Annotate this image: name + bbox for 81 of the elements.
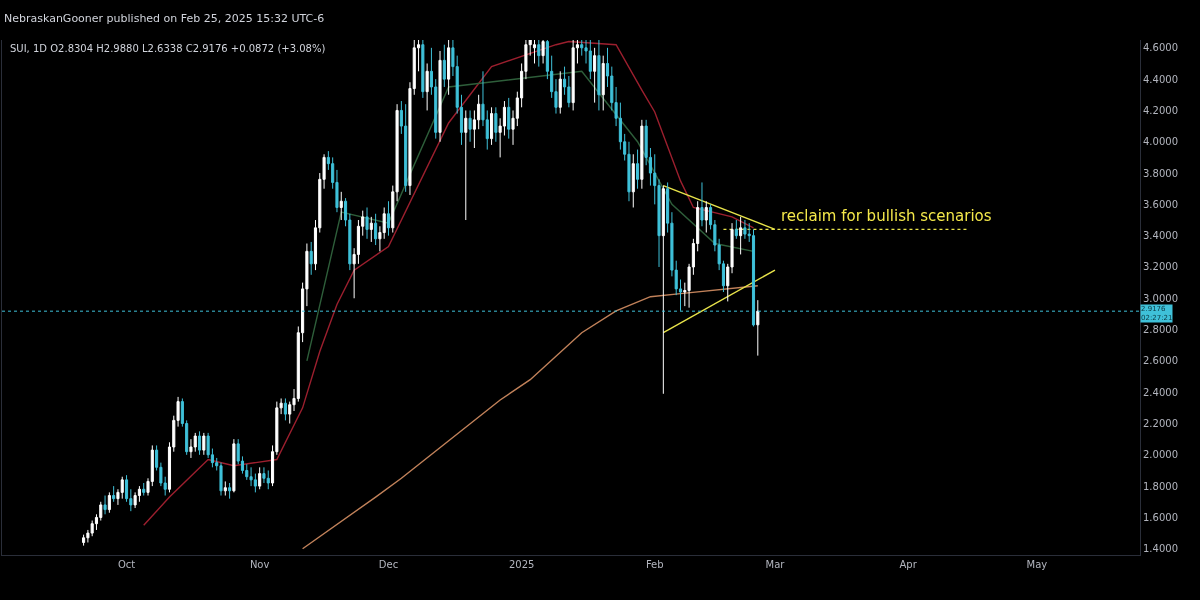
candlestick	[223, 480, 227, 497]
candlestick	[112, 485, 116, 503]
x-tick-label: Feb	[645, 559, 664, 570]
candlestick	[258, 466, 262, 490]
candlestick	[197, 430, 202, 456]
candlestick	[339, 191, 343, 221]
y-tick-label: 2.4000	[1143, 386, 1178, 398]
x-tick-label: May	[1026, 559, 1048, 570]
y-tick-label: 4.0000	[1143, 136, 1178, 148]
candlestick	[636, 149, 640, 190]
candlestick	[507, 97, 511, 140]
candlestick	[464, 109, 468, 221]
x-tick-label: Mar	[765, 559, 786, 570]
candlestick	[228, 482, 232, 500]
candlestick	[541, 40, 545, 64]
y-tick-label: 4.2000	[1143, 104, 1178, 116]
annotation: reclaim for bullish scenarios	[781, 207, 992, 225]
line-series	[306, 70, 755, 362]
x-tick-label: 2025	[508, 559, 535, 570]
candlestick	[266, 469, 270, 490]
candlestick	[661, 185, 665, 395]
candlestick	[202, 432, 206, 456]
candlestick	[537, 40, 541, 68]
candlestick	[107, 491, 111, 514]
candlestick	[447, 40, 451, 96]
candlestick	[593, 47, 597, 104]
chart-title: SUI, 1D O2.8304 H2.9880 L2.6338 C2.9176 +0.0872 (+3.08%)	[10, 43, 326, 54]
y-tick-label: 1.4000	[1143, 543, 1178, 555]
candlestick	[369, 216, 373, 243]
x-tick-label: Dec	[378, 559, 399, 570]
candlestick	[219, 462, 223, 497]
y-tick-label: 3.8000	[1143, 167, 1178, 179]
y-tick-label: 2.8000	[1143, 324, 1178, 336]
candlestick	[532, 40, 537, 64]
candlestick	[631, 153, 635, 208]
candlestick	[283, 397, 287, 421]
candlestick	[232, 438, 236, 493]
candlestick	[442, 44, 446, 88]
x-tick-label: Nov	[249, 559, 270, 570]
candlestick	[597, 40, 601, 111]
candlestick	[425, 62, 429, 111]
candlestick	[82, 534, 86, 547]
candlestick	[700, 181, 704, 227]
y-tick-label: 2.0000	[1143, 449, 1178, 461]
y-tick-label: 2.2000	[1143, 418, 1178, 430]
x-tick-label: Apr	[899, 559, 918, 570]
candlestick	[704, 200, 708, 234]
candlestick	[494, 106, 498, 143]
candlestick	[365, 206, 369, 240]
candlestick	[142, 482, 146, 497]
y-tick-label: 3.4000	[1143, 230, 1178, 242]
candlestick	[386, 200, 391, 237]
candlestick	[374, 213, 378, 246]
y-tick-label: 3.6000	[1143, 198, 1178, 210]
line-series	[143, 40, 755, 526]
y-tick-label: 4.4000	[1143, 73, 1178, 85]
y-tick-label: 3.2000	[1143, 261, 1178, 273]
y-tick-label: 3.0000	[1143, 292, 1178, 304]
candlestick	[490, 106, 494, 146]
candlestick	[640, 119, 644, 190]
y-tick-label: 1.6000	[1143, 511, 1178, 523]
candlestick	[734, 219, 738, 240]
x-tick-label: Oct	[117, 559, 136, 570]
line-series	[301, 285, 759, 550]
candlestick	[468, 109, 472, 143]
candlestick	[739, 216, 743, 255]
candlestick	[558, 70, 562, 115]
y-tick-label: 2.6000	[1143, 355, 1178, 367]
y-tick-label: 4.6000	[1143, 42, 1178, 54]
candlestick	[309, 241, 313, 276]
candlestick	[571, 40, 575, 111]
candlestick	[743, 219, 747, 240]
candlestick	[438, 50, 442, 143]
candlestick	[404, 103, 408, 193]
y-tick-label: 1.8000	[1143, 480, 1178, 492]
candlestick	[588, 40, 592, 80]
candlestick	[601, 55, 605, 111]
candlestick	[756, 299, 760, 357]
candlestick	[421, 40, 425, 99]
chart-subtitle: NebraskanGooner published on Feb 25, 2025 15:32 UTC-6	[4, 12, 325, 25]
candlestick	[103, 495, 107, 515]
